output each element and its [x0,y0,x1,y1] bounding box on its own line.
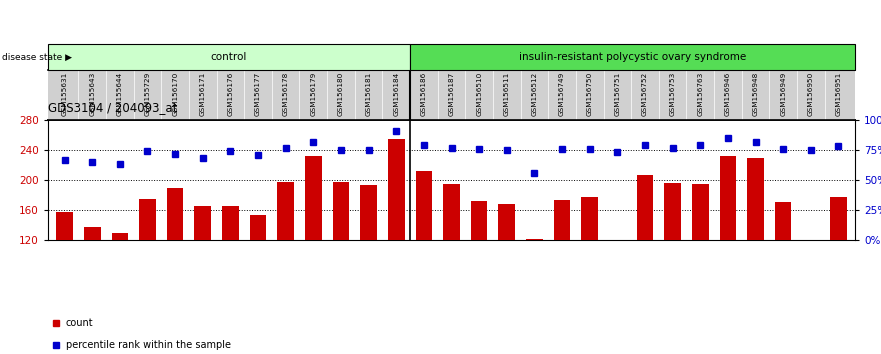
Text: GSM156749: GSM156749 [559,72,565,116]
Text: GSM156186: GSM156186 [421,72,427,116]
Bar [637,175,653,240]
Text: GSM155631: GSM155631 [62,72,68,116]
Text: insulin-resistant polycystic ovary syndrome: insulin-resistant polycystic ovary syndr… [519,52,746,62]
Text: GSM156181: GSM156181 [366,72,372,116]
Bar [112,233,128,240]
Text: GSM156176: GSM156176 [227,72,233,116]
Text: GSM156171: GSM156171 [200,72,206,116]
Bar [581,196,598,240]
Text: GSM155729: GSM155729 [144,72,151,116]
Text: GSM156184: GSM156184 [393,72,399,116]
Bar [416,171,433,240]
Text: GSM156179: GSM156179 [310,72,316,116]
Text: GSM156950: GSM156950 [808,72,814,116]
Bar [775,202,791,240]
Text: GSM156510: GSM156510 [476,72,482,116]
Text: disease state ▶: disease state ▶ [2,52,71,62]
Text: GSM156511: GSM156511 [504,72,510,116]
Bar [305,156,322,240]
Bar [664,183,681,240]
Bar [526,239,543,240]
Bar [139,199,156,240]
Text: GSM156170: GSM156170 [172,72,178,116]
Text: GSM156177: GSM156177 [255,72,261,116]
Bar [195,206,211,240]
Bar [56,211,73,240]
Text: control: control [211,52,247,62]
Text: GSM156187: GSM156187 [448,72,455,116]
Text: GSM156751: GSM156751 [614,72,620,116]
Text: GSM156951: GSM156951 [835,72,841,116]
Text: GSM156752: GSM156752 [642,72,648,116]
Text: GSM155644: GSM155644 [117,72,122,116]
Bar [48,44,410,70]
Bar [84,227,100,240]
Text: GSM156753: GSM156753 [670,72,676,116]
Bar [499,204,515,240]
Bar [720,156,737,240]
Text: GDS3104 / 204093_at: GDS3104 / 204093_at [48,101,177,114]
Bar [410,44,855,70]
Text: GSM156512: GSM156512 [531,72,537,116]
Bar [692,184,708,240]
Bar [278,182,294,240]
Text: GSM156946: GSM156946 [725,72,731,116]
Bar [222,206,239,240]
Text: percentile rank within the sample: percentile rank within the sample [66,340,231,350]
Bar [803,240,819,241]
Bar [747,158,764,240]
Text: GSM156948: GSM156948 [752,72,759,116]
Bar [333,182,349,240]
Bar [167,188,183,240]
Text: GSM156180: GSM156180 [338,72,344,116]
Bar [830,197,847,240]
Bar [470,201,487,240]
Text: count: count [66,318,93,328]
Text: GSM155643: GSM155643 [89,72,95,116]
Text: GSM156949: GSM156949 [781,72,786,116]
Bar [443,184,460,240]
Bar [360,185,377,240]
Bar [609,240,626,241]
Text: GSM156178: GSM156178 [283,72,289,116]
Bar [388,139,404,240]
Bar [249,215,266,240]
Bar [554,200,570,240]
Text: GSM156763: GSM156763 [697,72,703,116]
Text: GSM156750: GSM156750 [587,72,593,116]
